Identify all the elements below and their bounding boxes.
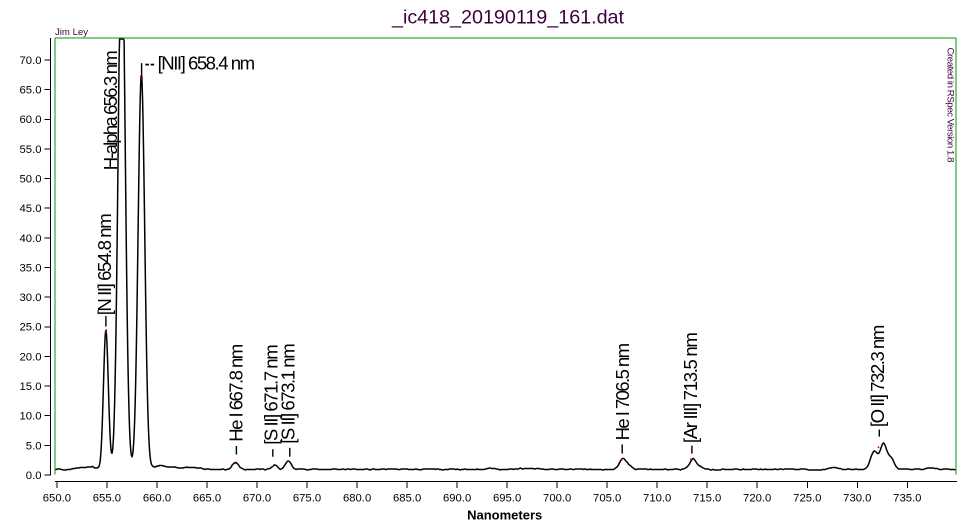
svg-text:He I 706.5 nm: He I 706.5 nm (612, 343, 633, 441)
svg-text:690.0: 690.0 (443, 492, 471, 504)
svg-text:[N II] 654.8 nm: [N II] 654.8 nm (94, 213, 115, 315)
svg-text:He I 667.8 nm: He I 667.8 nm (226, 344, 247, 442)
svg-text:700.0: 700.0 (543, 492, 571, 504)
svg-text:25.0: 25.0 (20, 322, 42, 334)
svg-text:695.0: 695.0 (493, 492, 521, 504)
svg-text:70.0: 70.0 (20, 55, 42, 67)
svg-text:720.0: 720.0 (743, 492, 771, 504)
svg-text:0.0: 0.0 (26, 470, 42, 482)
svg-text:735.0: 735.0 (893, 492, 921, 504)
svg-text:680.0: 680.0 (343, 492, 371, 504)
svg-text:Jim Ley: Jim Ley (55, 27, 88, 38)
svg-text:45.0: 45.0 (20, 203, 42, 215)
svg-text:Created in RSpec Version 1.8: Created in RSpec Version 1.8 (944, 48, 955, 163)
svg-text:_ic418_20190119_161.dat: _ic418_20190119_161.dat (391, 7, 625, 29)
svg-text:655.0: 655.0 (93, 492, 121, 504)
svg-text:60.0: 60.0 (20, 114, 42, 126)
svg-text:15.0: 15.0 (20, 381, 42, 393)
svg-text:685.0: 685.0 (393, 492, 421, 504)
svg-text:H-alpha 656.3 nm: H-alpha 656.3 nm (100, 50, 121, 170)
svg-text:55.0: 55.0 (20, 144, 42, 156)
svg-text:20.0: 20.0 (20, 351, 42, 363)
svg-text:30.0: 30.0 (20, 292, 42, 304)
svg-text:35.0: 35.0 (20, 262, 42, 274)
svg-text:730.0: 730.0 (843, 492, 871, 504)
svg-text:[S II] 673.1 nm: [S II] 673.1 nm (278, 343, 299, 444)
svg-text:[NII] 658.4 nm: [NII] 658.4 nm (158, 53, 256, 74)
svg-text:725.0: 725.0 (793, 492, 821, 504)
svg-text:40.0: 40.0 (20, 233, 42, 245)
svg-text:660.0: 660.0 (143, 492, 171, 504)
svg-text:10.0: 10.0 (20, 411, 42, 423)
svg-text:665.0: 665.0 (193, 492, 221, 504)
svg-text:650.0: 650.0 (43, 492, 71, 504)
svg-text:675.0: 675.0 (293, 492, 321, 504)
svg-text:5.0: 5.0 (26, 440, 42, 452)
svg-text:[Ar III] 713.5 nm: [Ar III] 713.5 nm (680, 332, 701, 443)
svg-text:65.0: 65.0 (20, 85, 42, 97)
svg-text:Nanometers: Nanometers (467, 508, 542, 523)
svg-text:[O II] 732.3 nm: [O II] 732.3 nm (867, 325, 888, 428)
svg-text:[S II] 671.7 nm: [S II] 671.7 nm (261, 344, 282, 445)
svg-text:670.0: 670.0 (243, 492, 271, 504)
svg-text:715.0: 715.0 (693, 492, 721, 504)
svg-text:705.0: 705.0 (593, 492, 621, 504)
svg-text:710.0: 710.0 (643, 492, 671, 504)
svg-text:50.0: 50.0 (20, 174, 42, 186)
